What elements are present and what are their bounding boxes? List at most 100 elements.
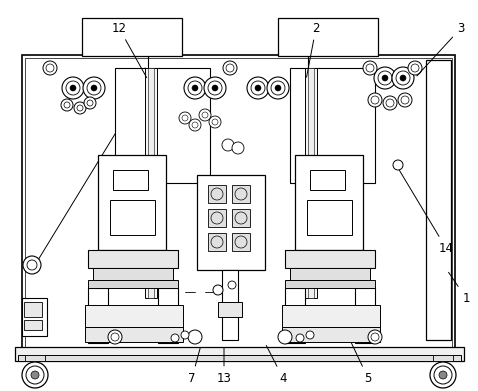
Circle shape bbox=[27, 260, 37, 270]
Circle shape bbox=[83, 77, 105, 99]
Circle shape bbox=[392, 67, 414, 89]
Text: 4: 4 bbox=[266, 346, 287, 384]
Bar bbox=[307, 200, 352, 235]
Bar bbox=[25, 58, 452, 352]
Text: 1: 1 bbox=[448, 272, 470, 305]
Circle shape bbox=[401, 96, 409, 104]
Bar bbox=[278, 18, 378, 56]
Circle shape bbox=[31, 371, 39, 379]
Bar bbox=[110, 200, 155, 235]
Text: 5: 5 bbox=[351, 343, 372, 384]
Bar bbox=[208, 185, 226, 203]
Circle shape bbox=[430, 362, 456, 388]
Circle shape bbox=[226, 64, 234, 72]
Bar bbox=[282, 305, 380, 327]
Circle shape bbox=[189, 119, 201, 131]
Circle shape bbox=[382, 75, 388, 81]
Bar bbox=[295, 155, 363, 250]
Bar bbox=[25, 355, 45, 361]
Circle shape bbox=[23, 256, 41, 274]
Circle shape bbox=[223, 61, 237, 75]
Bar bbox=[82, 18, 182, 56]
Bar bbox=[24, 302, 42, 317]
Circle shape bbox=[374, 67, 396, 89]
Bar bbox=[433, 355, 453, 361]
Text: 3: 3 bbox=[417, 22, 465, 76]
Bar bbox=[88, 250, 178, 268]
Bar bbox=[310, 170, 345, 190]
Circle shape bbox=[247, 77, 269, 99]
Bar bbox=[88, 288, 108, 343]
Bar bbox=[113, 170, 148, 190]
Bar bbox=[355, 288, 375, 343]
Bar bbox=[22, 55, 455, 355]
Circle shape bbox=[209, 116, 221, 128]
Circle shape bbox=[371, 96, 379, 104]
Circle shape bbox=[267, 77, 289, 99]
Circle shape bbox=[22, 362, 48, 388]
Circle shape bbox=[181, 331, 189, 339]
Circle shape bbox=[213, 285, 223, 295]
Circle shape bbox=[278, 330, 292, 344]
Circle shape bbox=[439, 371, 447, 379]
Bar bbox=[290, 68, 375, 183]
Circle shape bbox=[179, 112, 191, 124]
Circle shape bbox=[271, 81, 285, 95]
Bar bbox=[24, 320, 42, 330]
Bar bbox=[218, 302, 242, 317]
Bar bbox=[93, 268, 173, 280]
Bar bbox=[98, 155, 166, 250]
Circle shape bbox=[393, 160, 403, 170]
Circle shape bbox=[296, 334, 304, 342]
Circle shape bbox=[171, 334, 179, 342]
Circle shape bbox=[61, 99, 73, 111]
Circle shape bbox=[408, 61, 422, 75]
Bar bbox=[158, 288, 178, 343]
Circle shape bbox=[208, 81, 222, 95]
Circle shape bbox=[232, 142, 244, 154]
Circle shape bbox=[188, 81, 202, 95]
Text: 13: 13 bbox=[217, 348, 231, 384]
Text: 14: 14 bbox=[400, 170, 454, 255]
Circle shape bbox=[368, 93, 382, 107]
Bar bbox=[115, 68, 210, 183]
Circle shape bbox=[70, 85, 76, 91]
Circle shape bbox=[84, 97, 96, 109]
Circle shape bbox=[26, 366, 44, 384]
Circle shape bbox=[192, 122, 198, 128]
Text: 7: 7 bbox=[188, 348, 200, 384]
Circle shape bbox=[91, 85, 97, 91]
Bar bbox=[145, 68, 157, 298]
Bar bbox=[88, 280, 178, 288]
Bar bbox=[232, 185, 250, 203]
Circle shape bbox=[77, 105, 83, 111]
Bar bbox=[285, 280, 375, 288]
Circle shape bbox=[378, 71, 392, 85]
Bar bbox=[308, 68, 314, 298]
Circle shape bbox=[255, 85, 261, 91]
Circle shape bbox=[275, 85, 281, 91]
Circle shape bbox=[434, 366, 452, 384]
Bar bbox=[208, 209, 226, 227]
Circle shape bbox=[363, 61, 377, 75]
Circle shape bbox=[202, 112, 208, 118]
Text: 2: 2 bbox=[306, 22, 320, 77]
Bar bbox=[85, 305, 183, 327]
Circle shape bbox=[188, 330, 202, 344]
Circle shape bbox=[87, 100, 93, 106]
Circle shape bbox=[368, 330, 382, 344]
Circle shape bbox=[66, 81, 80, 95]
Bar bbox=[222, 270, 238, 340]
Text: 12: 12 bbox=[111, 22, 147, 77]
Circle shape bbox=[184, 77, 206, 99]
Circle shape bbox=[204, 77, 226, 99]
Circle shape bbox=[62, 77, 84, 99]
Bar bbox=[285, 288, 305, 343]
Circle shape bbox=[74, 102, 86, 114]
Circle shape bbox=[212, 85, 218, 91]
Circle shape bbox=[396, 71, 410, 85]
Circle shape bbox=[222, 139, 234, 151]
Circle shape bbox=[111, 333, 119, 341]
Circle shape bbox=[366, 64, 374, 72]
Bar bbox=[18, 355, 461, 361]
